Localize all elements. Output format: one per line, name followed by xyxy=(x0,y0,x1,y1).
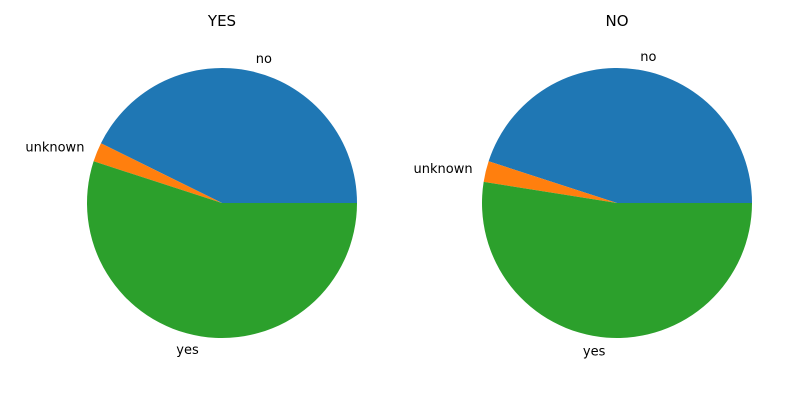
chart-title-yes: YES xyxy=(207,12,236,30)
pie-chart-yes: YES no unknown yes xyxy=(25,12,358,358)
slice-label-yes: yes xyxy=(583,345,606,360)
pie-slice-yes xyxy=(482,181,752,338)
pie-slice-yes xyxy=(87,161,358,339)
slice-label-unknown: unknown xyxy=(25,141,84,156)
slice-label-no: no xyxy=(256,52,272,67)
pie-slice-unknown xyxy=(483,161,617,203)
chart-title-no: NO xyxy=(605,12,628,30)
pie-slice-no xyxy=(100,67,357,203)
slice-label-yes: yes xyxy=(176,343,199,358)
slice-label-no: no xyxy=(640,50,656,65)
slice-label-unknown: unknown xyxy=(414,162,473,177)
pie-slice-unknown xyxy=(93,143,222,203)
pie-chart-no: NO no unknown yes xyxy=(414,12,752,360)
pie-slice-no xyxy=(488,68,752,204)
